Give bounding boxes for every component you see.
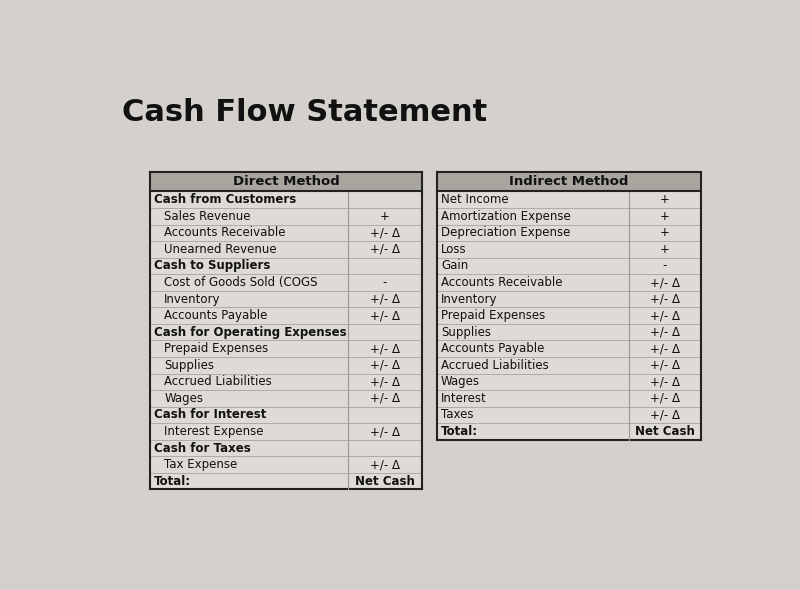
Bar bbox=[150, 172, 422, 192]
Text: Accrued Liabilities: Accrued Liabilities bbox=[164, 375, 272, 388]
Text: Inventory: Inventory bbox=[441, 293, 498, 306]
Text: +: + bbox=[380, 210, 390, 223]
Text: +/- Δ: +/- Δ bbox=[370, 293, 400, 306]
Text: -: - bbox=[383, 276, 387, 289]
Text: Indirect Method: Indirect Method bbox=[509, 175, 629, 188]
Text: +/- Δ: +/- Δ bbox=[370, 359, 400, 372]
Text: Prepaid Expenses: Prepaid Expenses bbox=[441, 309, 546, 322]
Text: +: + bbox=[660, 210, 670, 223]
Text: Wages: Wages bbox=[164, 392, 203, 405]
Text: Supplies: Supplies bbox=[441, 326, 491, 339]
Text: +/- Δ: +/- Δ bbox=[650, 276, 680, 289]
Text: Cash Flow Statement: Cash Flow Statement bbox=[122, 98, 487, 127]
Text: +/- Δ: +/- Δ bbox=[650, 309, 680, 322]
Text: +/- Δ: +/- Δ bbox=[370, 227, 400, 240]
Text: Accounts Receivable: Accounts Receivable bbox=[441, 276, 562, 289]
Text: +: + bbox=[660, 227, 670, 240]
Text: Direct Method: Direct Method bbox=[233, 175, 339, 188]
Text: +/- Δ: +/- Δ bbox=[650, 293, 680, 306]
Text: Prepaid Expenses: Prepaid Expenses bbox=[164, 342, 269, 355]
Text: +/- Δ: +/- Δ bbox=[650, 375, 680, 388]
Text: Taxes: Taxes bbox=[441, 408, 474, 421]
Text: Tax Expense: Tax Expense bbox=[164, 458, 238, 471]
Text: Cash for Taxes: Cash for Taxes bbox=[154, 441, 251, 454]
Text: Depreciation Expense: Depreciation Expense bbox=[441, 227, 570, 240]
Text: Accounts Payable: Accounts Payable bbox=[441, 342, 544, 355]
Text: Accounts Payable: Accounts Payable bbox=[164, 309, 268, 322]
Text: +/- Δ: +/- Δ bbox=[370, 243, 400, 256]
Text: Inventory: Inventory bbox=[164, 293, 221, 306]
Text: +/- Δ: +/- Δ bbox=[650, 359, 680, 372]
Text: Cash for Operating Expenses: Cash for Operating Expenses bbox=[154, 326, 347, 339]
Text: +/- Δ: +/- Δ bbox=[650, 408, 680, 421]
Text: +: + bbox=[660, 243, 670, 256]
Text: +/- Δ: +/- Δ bbox=[370, 342, 400, 355]
Text: Amortization Expense: Amortization Expense bbox=[441, 210, 570, 223]
Bar bbox=[150, 192, 422, 490]
Text: Wages: Wages bbox=[441, 375, 480, 388]
Text: Cash for Interest: Cash for Interest bbox=[154, 408, 266, 421]
Text: Unearned Revenue: Unearned Revenue bbox=[164, 243, 277, 256]
Text: +/- Δ: +/- Δ bbox=[370, 309, 400, 322]
Text: +/- Δ: +/- Δ bbox=[370, 392, 400, 405]
Bar bbox=[437, 192, 701, 440]
Text: Cash to Suppliers: Cash to Suppliers bbox=[154, 260, 270, 273]
Text: Supplies: Supplies bbox=[164, 359, 214, 372]
Text: Net Income: Net Income bbox=[441, 194, 509, 206]
Text: Net Cash: Net Cash bbox=[635, 425, 695, 438]
Text: Cost of Goods Sold (COGS: Cost of Goods Sold (COGS bbox=[164, 276, 318, 289]
Text: Gain: Gain bbox=[441, 260, 468, 273]
Text: Accrued Liabilities: Accrued Liabilities bbox=[441, 359, 549, 372]
Text: Interest Expense: Interest Expense bbox=[164, 425, 264, 438]
Text: +/- Δ: +/- Δ bbox=[370, 375, 400, 388]
Text: Total:: Total: bbox=[154, 475, 191, 488]
Text: Loss: Loss bbox=[441, 243, 466, 256]
Text: +/- Δ: +/- Δ bbox=[650, 342, 680, 355]
Text: +/- Δ: +/- Δ bbox=[650, 392, 680, 405]
Text: Sales Revenue: Sales Revenue bbox=[164, 210, 251, 223]
Text: Interest: Interest bbox=[441, 392, 486, 405]
Text: Accounts Receivable: Accounts Receivable bbox=[164, 227, 286, 240]
Bar bbox=[437, 172, 701, 192]
Text: +/- Δ: +/- Δ bbox=[370, 425, 400, 438]
Text: +/- Δ: +/- Δ bbox=[370, 458, 400, 471]
Text: +: + bbox=[660, 194, 670, 206]
Text: Net Cash: Net Cash bbox=[355, 475, 415, 488]
Text: Cash from Customers: Cash from Customers bbox=[154, 194, 297, 206]
Text: +/- Δ: +/- Δ bbox=[650, 326, 680, 339]
Text: -: - bbox=[663, 260, 667, 273]
Text: Total:: Total: bbox=[441, 425, 478, 438]
